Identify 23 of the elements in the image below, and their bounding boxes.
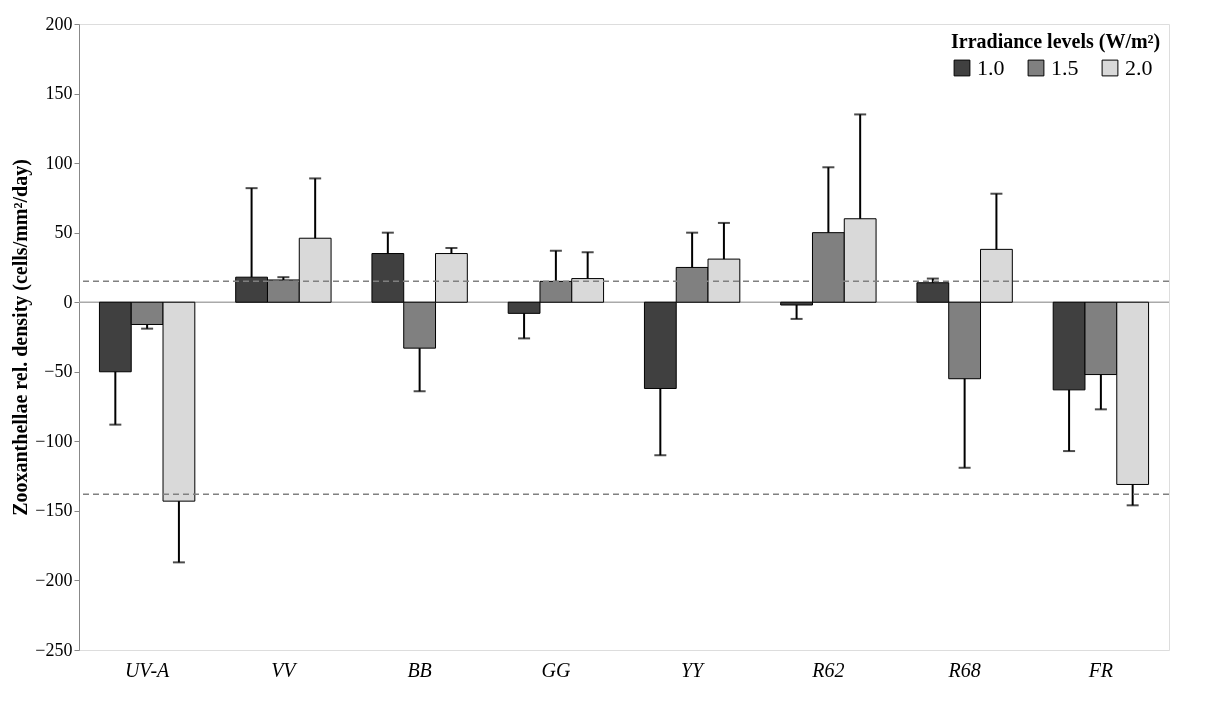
y-tick-label: 0 [63, 291, 73, 312]
y-axis-title: Zooxanthellae rel. density (cells/mm²/day) [9, 159, 33, 516]
x-tick-label: GG [541, 658, 571, 681]
x-tick-label: FR [1087, 658, 1114, 681]
y-tick-label: 150 [45, 83, 73, 104]
y-tick-label: 100 [45, 152, 73, 173]
legend-label: 1.0 [977, 55, 1005, 80]
y-tick-label: −50 [44, 361, 73, 382]
legend-title: Irradiance levels (W/m²) [951, 30, 1161, 53]
y-tick-label: 50 [54, 222, 73, 243]
legend-label: 1.5 [1051, 55, 1079, 80]
x-tick-label: VV [271, 658, 299, 681]
x-tick-label: R62 [811, 658, 845, 681]
legend-label: 2.0 [1125, 55, 1153, 80]
y-tick-label: −200 [35, 569, 73, 590]
x-tick-label: BB [407, 658, 432, 681]
x-tick-label: R68 [947, 658, 981, 681]
y-tick-label: −250 [35, 639, 73, 660]
y-tick-label: −150 [35, 500, 73, 521]
y-tick-label: 200 [45, 13, 73, 34]
y-tick-label: −100 [35, 430, 73, 451]
x-tick-label: YY [681, 658, 706, 681]
x-tick-label: UV-A [124, 658, 171, 681]
